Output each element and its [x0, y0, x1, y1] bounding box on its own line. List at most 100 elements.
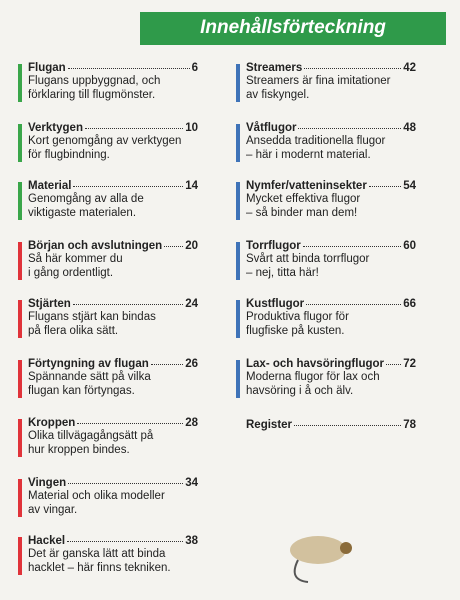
- entry-heading: Streamers 42: [246, 62, 416, 74]
- entry-marker: [236, 64, 240, 102]
- fly-illustration: [290, 536, 352, 583]
- toc-entry: Vingen 34 Material och olika modeller av vi…: [18, 477, 198, 517]
- entry-marker: [18, 537, 22, 575]
- dot-leader: [73, 186, 184, 187]
- entry-heading: Vingen 34: [28, 477, 198, 489]
- entry-description: Flugans stjärt kan bindas: [28, 311, 156, 323]
- entry-description: Mycket effektiva flugor: [246, 193, 361, 205]
- entry-description: flugfiske på kusten.: [246, 325, 345, 337]
- entry-heading: Kustflugor 66: [246, 298, 416, 310]
- entry-title: Våtflugor: [246, 122, 297, 134]
- entry-description: Svårt att binda torrflugor: [246, 253, 370, 265]
- page-number: 48: [403, 122, 416, 134]
- entry-description: i gång ordentligt.: [28, 267, 114, 279]
- entry-title: Förtyngning av flugan: [28, 358, 149, 370]
- entry-marker: [18, 300, 22, 338]
- page-number: 66: [403, 298, 416, 310]
- entry-description: Moderna flugor för lax och: [246, 371, 380, 383]
- toc-entry: Register 78: [246, 419, 416, 431]
- entry-title: Lax- och havsöringflugor: [246, 358, 385, 370]
- header-bar: Innehållsförteckning: [140, 12, 446, 45]
- entry-heading: Kroppen 28: [28, 417, 198, 429]
- dot-leader: [84, 128, 184, 129]
- entry-marker: [18, 360, 22, 398]
- entry-marker: [236, 360, 240, 398]
- page-number: 28: [185, 417, 198, 429]
- entry-description: Produktiva flugor för: [246, 311, 349, 323]
- entry-heading: Verktygen 10: [28, 122, 198, 134]
- page-number: 54: [403, 180, 416, 192]
- dot-leader: [77, 423, 184, 424]
- entry-description: förklaring till flugmönster.: [28, 89, 156, 101]
- entry-marker: [18, 64, 22, 102]
- entry-description: Det är ganska lätt att binda: [28, 548, 166, 560]
- entry-description: Ansedda traditionella flugor: [246, 135, 386, 147]
- page-number: 34: [185, 477, 198, 489]
- entry-description: Genomgång av alla de: [28, 193, 144, 205]
- entry-title: Hackel: [28, 535, 66, 547]
- page-number: 38: [185, 535, 198, 547]
- entry-marker: [18, 124, 22, 162]
- page-number: 42: [403, 62, 416, 74]
- toc-entry: Kroppen 28 Olika tillvägagångsätt på hur kr…: [18, 417, 198, 457]
- entry-title: Verktygen: [28, 122, 83, 134]
- toc-entry: Flugan 6 Flugans uppbyggnad, och förklaring…: [18, 62, 198, 102]
- entry-description: Spännande sätt på vilka: [28, 371, 151, 383]
- entry-title: Streamers: [246, 62, 303, 74]
- entry-title: Flugan: [28, 62, 66, 74]
- dot-leader: [368, 186, 402, 187]
- entry-heading: Våtflugor 48: [246, 122, 416, 134]
- toc-entry: Material 14 Genomgång av alla de viktigaste…: [18, 180, 198, 220]
- header-title: Innehållsförteckning: [200, 17, 386, 38]
- entry-description: viktigaste materialen.: [28, 207, 137, 219]
- toc-entry: Förtyngning av flugan 26 Spännande sätt på…: [18, 358, 198, 398]
- entry-description: – så binder man dem!: [246, 207, 358, 219]
- entry-description: Kort genomgång av verktygen: [28, 135, 182, 147]
- dot-leader: [298, 128, 402, 129]
- dot-leader: [304, 68, 402, 69]
- page-number: 26: [185, 358, 198, 370]
- toc-entry: Torrflugor 60 Svårt att binda torrflugor – …: [236, 240, 416, 280]
- page-number: 78: [403, 419, 416, 431]
- page-number: 20: [185, 240, 198, 252]
- dot-leader: [302, 246, 402, 247]
- entry-description: Flugans uppbyggnad, och: [28, 75, 161, 87]
- toc-entry: Hackel 38 Det är ganska lätt att binda hack…: [18, 535, 198, 575]
- entry-marker: [18, 182, 22, 220]
- toc-entry: Kustflugor 66 Produktiva flugor för flugfis…: [236, 298, 416, 338]
- dot-leader: [68, 483, 184, 484]
- entry-title: Nymfer/vatteninsekter: [246, 180, 367, 192]
- dot-leader: [67, 541, 184, 542]
- toc-entry: Streamers 42 Streamers är fina imitationer…: [236, 62, 416, 102]
- dot-leader: [72, 304, 184, 305]
- toc-entry: Nymfer/vatteninsekter 54 Mycket effektiva …: [236, 180, 416, 220]
- entry-title: Vingen: [28, 477, 67, 489]
- entry-marker: [18, 242, 22, 280]
- entry-title: Början och avslutningen: [28, 240, 163, 252]
- entry-description: Material och olika modeller: [28, 490, 165, 502]
- entry-marker: [236, 182, 240, 220]
- toc-entry: Lax- och havsöringflugor 72 Moderna flugor…: [236, 358, 416, 398]
- entry-marker: [236, 124, 240, 162]
- entry-heading: Torrflugor 60: [246, 240, 416, 252]
- toc-entry: Början och avslutningen 20 Så här kommer d…: [18, 240, 198, 280]
- entry-heading: Hackel 38: [28, 535, 198, 547]
- page-number: 72: [403, 358, 416, 370]
- entry-heading: Flugan 6: [28, 62, 198, 74]
- entry-description: – här i modernt material.: [246, 149, 371, 161]
- entry-heading: Början och avslutningen 20: [28, 240, 198, 252]
- entry-description: Olika tillvägagångsätt på: [28, 430, 154, 442]
- entry-title: Kroppen: [28, 417, 76, 429]
- page-number: 60: [403, 240, 416, 252]
- toc-entry: Verktygen 10 Kort genomgång av verktygen fö…: [18, 122, 198, 162]
- page-number: 10: [185, 122, 198, 134]
- entry-title: Stjärten: [28, 298, 71, 310]
- entry-title: Kustflugor: [246, 298, 305, 310]
- entry-description: – nej, titta här!: [246, 267, 319, 279]
- entry-description: Streamers är fina imitationer: [246, 75, 391, 87]
- entry-description: flugan kan förtyngas.: [28, 385, 135, 397]
- dot-leader: [306, 304, 402, 305]
- entry-marker: [18, 419, 22, 457]
- dot-leader: [386, 364, 402, 365]
